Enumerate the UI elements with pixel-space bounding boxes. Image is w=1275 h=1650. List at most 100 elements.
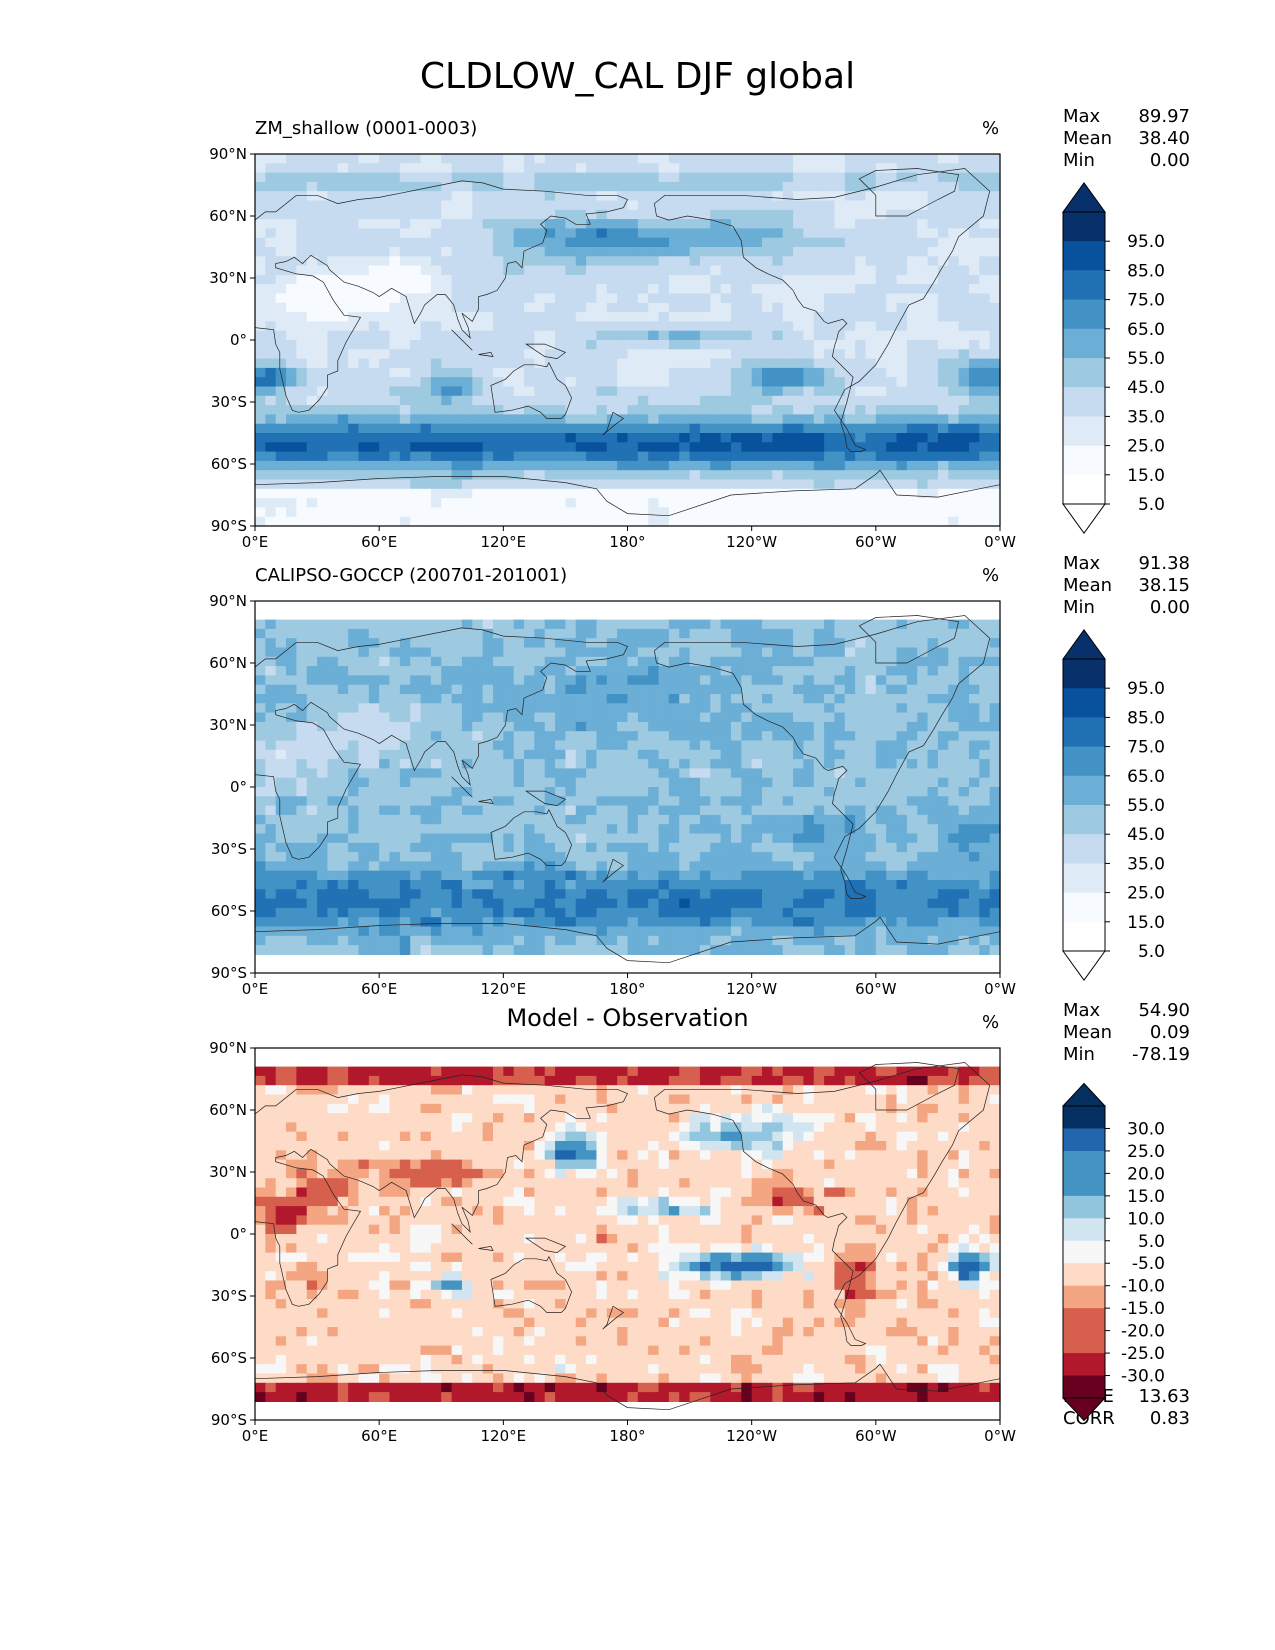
heatmap-cell: [710, 814, 722, 825]
heatmap-cell: [265, 321, 277, 332]
heatmap-cell: [793, 405, 805, 415]
heatmap-cell: [358, 712, 370, 723]
heatmap-cell: [596, 628, 608, 639]
heatmap-cell: [751, 703, 763, 714]
heatmap-cell: [606, 423, 618, 434]
heatmap-cell: [503, 842, 515, 853]
heatmap-cell: [844, 628, 856, 639]
heatmap-cell: [968, 777, 980, 788]
heatmap-cell: [492, 414, 504, 425]
heatmap-cell: [430, 386, 442, 397]
heatmap-cell: [741, 656, 753, 667]
heatmap-cell: [772, 628, 784, 639]
heatmap-cell: [430, 740, 442, 751]
heatmap-cell: [886, 703, 898, 714]
heatmap-cell: [917, 721, 929, 732]
heatmap-cell: [586, 284, 598, 295]
heatmap-cell: [544, 154, 556, 164]
heatmap-cell: [637, 675, 649, 686]
heatmap-cell: [989, 191, 1001, 202]
heatmap-cell: [275, 712, 287, 723]
heatmap-cell: [720, 842, 732, 853]
heatmap-cell: [772, 814, 784, 825]
heatmap-cell: [379, 274, 391, 285]
heatmap-cell: [306, 870, 318, 881]
heatmap-cell: [886, 675, 898, 686]
heatmap-cell: [555, 777, 567, 788]
heatmap-cell: [824, 395, 836, 406]
heatmap-cell: [741, 200, 753, 211]
heatmap-cell: [379, 507, 391, 518]
heatmap-cell: [461, 647, 473, 658]
heatmap-cell: [627, 675, 639, 686]
heatmap-cell: [255, 488, 266, 499]
heatmap-cell: [586, 721, 598, 732]
heatmap-cell: [513, 628, 525, 639]
heatmap-cell: [896, 852, 908, 862]
heatmap-cell: [482, 638, 494, 649]
heatmap-cell: [410, 861, 422, 872]
heatmap-cell: [461, 442, 473, 453]
heatmap-cell: [720, 358, 732, 369]
heatmap-cell: [327, 861, 339, 872]
heatmap-cell: [627, 870, 639, 881]
mean-value: 38.40: [1138, 128, 1190, 149]
heatmap-cell: [544, 247, 556, 257]
heatmap-cell: [617, 321, 629, 332]
heatmap-cell: [327, 638, 339, 649]
heatmap-cell: [461, 666, 473, 676]
heatmap-cell: [451, 181, 463, 192]
heatmap-cell: [555, 293, 567, 304]
heatmap-cell: [658, 265, 670, 276]
heatmap-cell: [348, 312, 360, 322]
heatmap-cell: [348, 265, 360, 276]
heatmap-cell: [958, 451, 970, 462]
heatmap-cell: [492, 675, 504, 686]
heatmap-cell: [855, 507, 867, 518]
heatmap-cell: [720, 312, 732, 322]
heatmap-cell: [824, 768, 836, 779]
heatmap-cell: [586, 507, 598, 518]
heatmap-cell: [875, 805, 887, 816]
heatmap-cell: [989, 340, 1001, 350]
heatmap-cell: [617, 842, 629, 853]
colorbar-label: 25.0: [1127, 437, 1165, 457]
heatmap-cell: [699, 228, 711, 239]
heatmap-cell: [524, 395, 535, 406]
heatmap-cell: [906, 470, 918, 481]
heatmap-cell: [379, 759, 391, 769]
heatmap-cell: [772, 777, 784, 788]
heatmap-cell: [855, 302, 867, 313]
heatmap-cell: [306, 209, 318, 220]
heatmap-cell: [844, 433, 856, 443]
heatmap-cell: [927, 721, 939, 732]
heatmap-cell: [648, 237, 660, 248]
heatmap-cell: [617, 852, 629, 862]
heatmap-cell: [668, 442, 680, 453]
heatmap-cell: [730, 694, 742, 704]
heatmap-cell: [368, 870, 380, 881]
heatmap-cell: [617, 721, 629, 732]
heatmap-cell: [544, 516, 556, 527]
heatmap-cell: [875, 200, 887, 211]
heatmap-cell: [710, 824, 722, 835]
heatmap-cell: [627, 247, 639, 257]
heatmap-cell: [699, 787, 711, 797]
heatmap-cell: [451, 796, 463, 807]
heatmap-cell: [451, 656, 463, 667]
heatmap-cell: [793, 488, 805, 499]
heatmap-cell: [906, 172, 918, 183]
heatmap-cell: [762, 684, 773, 695]
heatmap-cell: [896, 321, 908, 332]
heatmap-cell: [389, 284, 401, 295]
heatmap-cell: [886, 721, 898, 732]
heatmap-cell: [586, 265, 598, 276]
heatmap-cell: [762, 154, 773, 164]
heatmap-cell: [927, 824, 939, 835]
heatmap-cell: [534, 340, 546, 350]
heatmap-cell: [368, 619, 380, 630]
heatmap-cell: [948, 656, 960, 667]
heatmap-cell: [772, 694, 784, 704]
heatmap-cell: [513, 451, 525, 462]
heatmap-cell: [948, 824, 960, 835]
